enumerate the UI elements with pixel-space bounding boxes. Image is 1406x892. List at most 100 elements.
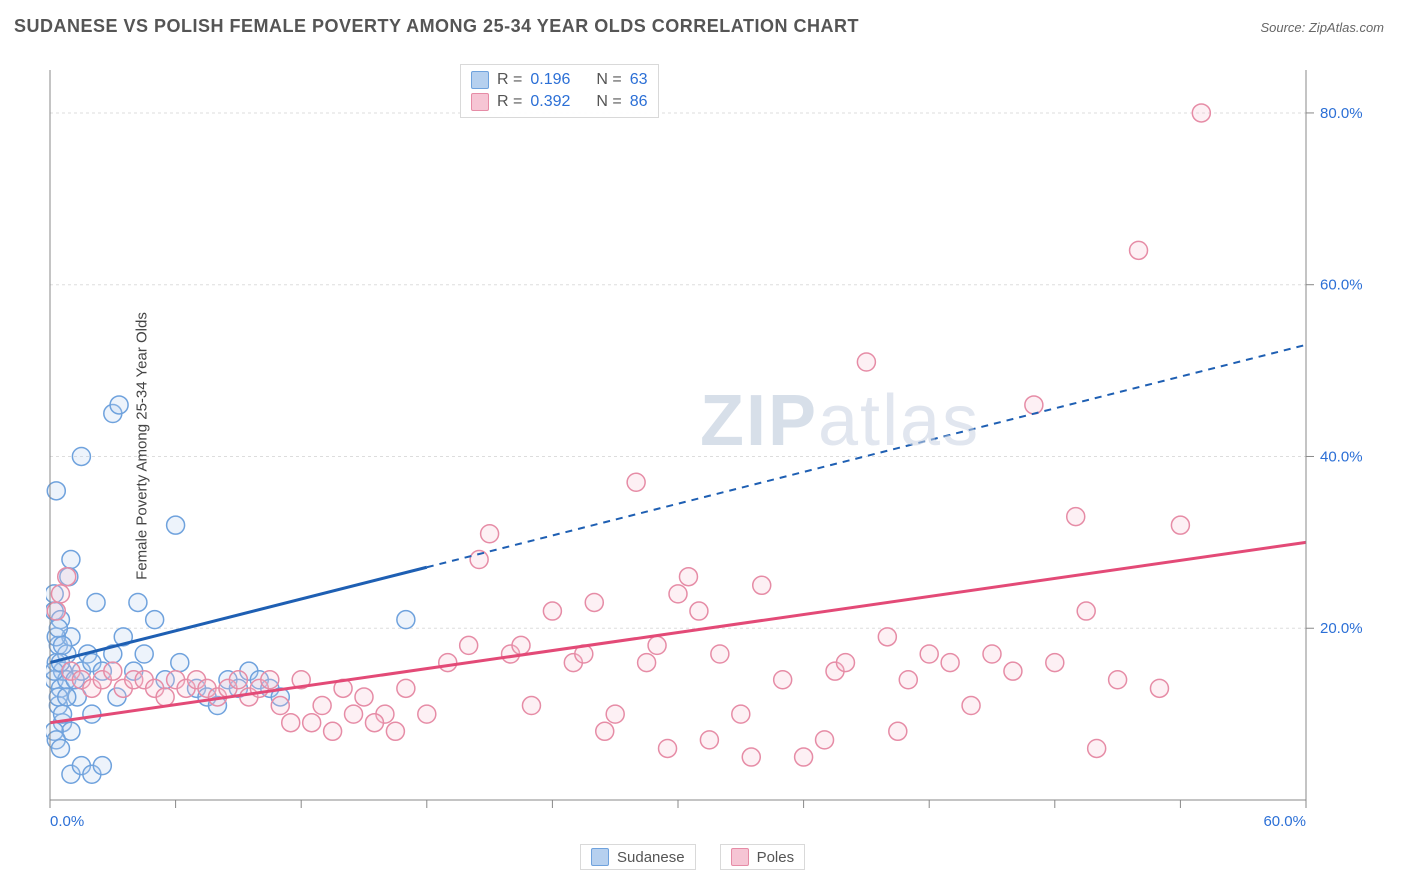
- trend-line-solid: [50, 567, 427, 662]
- legend-series: Sudanese Poles: [580, 844, 805, 870]
- data-point: [899, 671, 917, 689]
- data-point: [418, 705, 436, 723]
- y-tick-label: 20.0%: [1320, 620, 1363, 637]
- data-point: [522, 697, 540, 715]
- data-point: [711, 645, 729, 663]
- data-point: [1067, 508, 1085, 526]
- y-tick-label: 60.0%: [1320, 277, 1363, 294]
- legend-r-label: R =: [497, 71, 522, 89]
- data-point: [229, 671, 247, 689]
- data-point: [1077, 602, 1095, 620]
- legend-r-label: R =: [497, 93, 522, 111]
- data-point: [1004, 662, 1022, 680]
- legend-r-value: 0.392: [530, 93, 570, 111]
- data-point: [62, 551, 80, 569]
- data-point: [313, 697, 331, 715]
- data-point: [889, 722, 907, 740]
- data-point: [585, 593, 603, 611]
- x-tick-label: 0.0%: [50, 813, 84, 830]
- data-point: [386, 722, 404, 740]
- data-point: [146, 611, 164, 629]
- data-point: [72, 447, 90, 465]
- data-point: [690, 602, 708, 620]
- data-point: [941, 654, 959, 672]
- data-point: [679, 568, 697, 586]
- data-point: [355, 688, 373, 706]
- chart-container: SUDANESE VS POLISH FEMALE POVERTY AMONG …: [0, 0, 1406, 892]
- legend-series-item: Sudanese: [580, 844, 696, 870]
- data-point: [58, 688, 76, 706]
- data-point: [460, 636, 478, 654]
- legend-n-value: 86: [630, 93, 648, 111]
- data-point: [135, 645, 153, 663]
- data-point: [774, 671, 792, 689]
- data-point: [1192, 104, 1210, 122]
- data-point: [51, 739, 69, 757]
- data-point: [962, 697, 980, 715]
- data-point: [669, 585, 687, 603]
- data-point: [87, 593, 105, 611]
- legend-n-label: N =: [596, 93, 621, 111]
- data-point: [659, 739, 677, 757]
- data-point: [110, 396, 128, 414]
- data-point: [638, 654, 656, 672]
- legend-n-value: 63: [630, 71, 648, 89]
- data-point: [167, 516, 185, 534]
- data-point: [1109, 671, 1127, 689]
- scatter-plot: 0.0%60.0%20.0%40.0%60.0%80.0%: [46, 60, 1368, 832]
- data-point: [51, 585, 69, 603]
- data-point: [742, 748, 760, 766]
- legend-series-name: Poles: [757, 849, 795, 866]
- data-point: [397, 679, 415, 697]
- data-point: [606, 705, 624, 723]
- data-point: [627, 473, 645, 491]
- data-point: [1171, 516, 1189, 534]
- data-point: [261, 671, 279, 689]
- data-point: [481, 525, 499, 543]
- data-point: [54, 636, 72, 654]
- legend-stat-row: R =0.196N =63: [471, 69, 648, 91]
- data-point: [983, 645, 1001, 663]
- legend-stats: R =0.196N =63R =0.392N =86: [460, 64, 659, 118]
- data-point: [700, 731, 718, 749]
- data-point: [282, 714, 300, 732]
- legend-swatch: [471, 93, 489, 111]
- data-point: [345, 705, 363, 723]
- data-point: [732, 705, 750, 723]
- data-point: [58, 568, 76, 586]
- legend-n-label: N =: [596, 71, 621, 89]
- data-point: [753, 576, 771, 594]
- data-point: [1130, 241, 1148, 259]
- data-point: [512, 636, 530, 654]
- data-point: [83, 705, 101, 723]
- data-point: [836, 654, 854, 672]
- trend-line-solid: [50, 542, 1306, 722]
- data-point: [1046, 654, 1064, 672]
- data-point: [596, 722, 614, 740]
- data-point: [816, 731, 834, 749]
- data-point: [324, 722, 342, 740]
- legend-swatch: [471, 71, 489, 89]
- data-point: [93, 757, 111, 775]
- data-point: [1088, 739, 1106, 757]
- data-point: [878, 628, 896, 646]
- data-point: [49, 619, 67, 637]
- data-point: [303, 714, 321, 732]
- data-point: [1025, 396, 1043, 414]
- data-point: [271, 697, 289, 715]
- legend-stat-row: R = 0.392 N = 86: [471, 91, 648, 113]
- data-point: [439, 654, 457, 672]
- source-label: Source: ZipAtlas.com: [1260, 20, 1384, 35]
- data-point: [648, 636, 666, 654]
- data-point: [129, 593, 147, 611]
- data-point: [920, 645, 938, 663]
- data-point: [397, 611, 415, 629]
- data-point: [1150, 679, 1168, 697]
- y-tick-label: 80.0%: [1320, 105, 1363, 122]
- data-point: [104, 662, 122, 680]
- legend-series-name: Sudanese: [617, 849, 685, 866]
- data-point: [156, 688, 174, 706]
- data-point: [543, 602, 561, 620]
- chart-title: SUDANESE VS POLISH FEMALE POVERTY AMONG …: [14, 16, 859, 37]
- legend-swatch: [591, 848, 609, 866]
